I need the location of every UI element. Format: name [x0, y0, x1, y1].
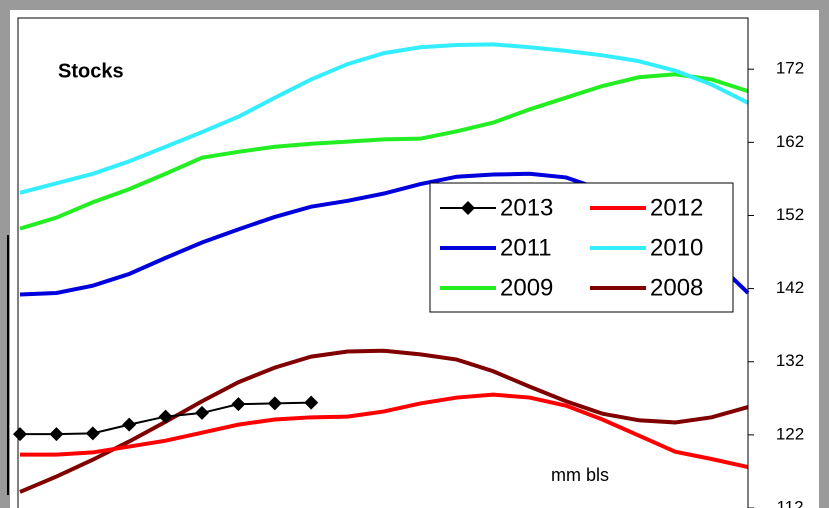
y-tick-label: 132	[776, 351, 804, 370]
legend-label: 2012	[650, 194, 703, 221]
point-marker	[195, 405, 209, 420]
series-line	[19, 72, 749, 231]
legend-label: 2011	[500, 234, 552, 261]
legend-label: 2009	[500, 274, 553, 301]
point-marker	[49, 427, 64, 442]
y-tick-label: 152	[776, 205, 804, 224]
legend: 2013 2012 2011 2010 2009 2008	[429, 182, 734, 313]
y-tick-label: 122	[776, 424, 804, 443]
point-marker	[267, 396, 282, 411]
series-line	[20, 392, 749, 469]
y-tick-label: 162	[776, 132, 804, 151]
point-marker	[158, 409, 173, 424]
legend-marker	[461, 201, 475, 215]
series-line	[19, 42, 749, 195]
y-tick-label: 172	[776, 59, 804, 78]
series-line	[19, 348, 749, 494]
y-tick-label: 112	[776, 497, 803, 508]
y-tick-label: 142	[776, 278, 804, 297]
annotation: mm bls	[551, 465, 609, 485]
chart-title: Stocks	[58, 60, 124, 82]
point-marker	[13, 427, 27, 442]
point-marker	[85, 426, 100, 441]
point-marker	[231, 397, 246, 412]
point-marker	[304, 395, 319, 410]
point-marker	[122, 417, 137, 432]
legend-label: 2013	[500, 194, 553, 221]
legend-label: 2010	[650, 234, 703, 261]
legend-label: 2008	[650, 274, 703, 301]
